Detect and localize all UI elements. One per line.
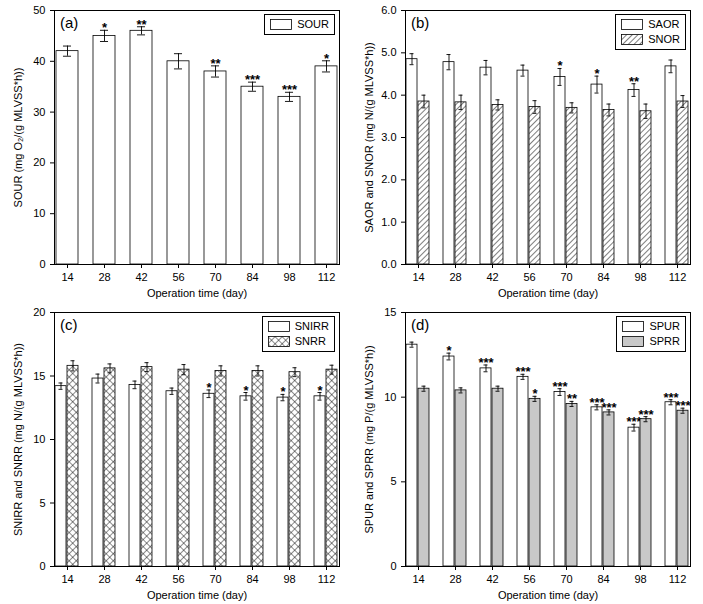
svg-text:42: 42 [486, 573, 498, 585]
svg-text:*: * [324, 51, 330, 66]
svg-text:***: *** [478, 355, 494, 370]
svg-text:**: ** [629, 74, 640, 89]
html-text:SPUR: SPUR [649, 320, 680, 332]
svg-text:***: *** [245, 72, 261, 87]
html-text:(b): (b) [411, 14, 430, 31]
svg-text:*: * [280, 384, 286, 399]
svg-text:98: 98 [283, 271, 295, 283]
svg-text:28: 28 [98, 271, 110, 283]
svg-text:84: 84 [597, 573, 609, 585]
svg-text:70: 70 [560, 573, 572, 585]
svg-text:SNIRR and SNRR (mg N/(g MLVSS*: SNIRR and SNRR (mg N/(g MLVSS*h)) [12, 343, 24, 536]
svg-text:112: 112 [669, 271, 687, 283]
svg-text:***: *** [675, 398, 691, 413]
svg-text:5: 5 [39, 497, 45, 509]
svg-text:*: * [243, 383, 249, 398]
svg-text:0: 0 [390, 560, 396, 572]
svg-text:14: 14 [412, 573, 424, 585]
svg-text:15: 15 [384, 306, 396, 318]
svg-text:1.0: 1.0 [381, 216, 396, 228]
svg-text:84: 84 [246, 573, 258, 585]
svg-text:14: 14 [61, 573, 73, 585]
svg-text:Operation time (day): Operation time (day) [147, 589, 247, 601]
svg-text:*: * [594, 66, 600, 81]
svg-text:50: 50 [33, 4, 45, 16]
svg-text:14: 14 [61, 271, 73, 283]
svg-text:112: 112 [318, 271, 336, 283]
svg-text:**: ** [210, 56, 221, 71]
svg-text:*: * [102, 20, 108, 35]
svg-text:30: 30 [33, 106, 45, 118]
svg-text:***: *** [282, 82, 298, 97]
svg-text:*: * [557, 58, 563, 73]
svg-text:56: 56 [172, 573, 184, 585]
svg-text:15: 15 [33, 370, 45, 382]
svg-text:10: 10 [33, 207, 45, 219]
svg-text:112: 112 [318, 573, 336, 585]
svg-text:3.0: 3.0 [381, 131, 396, 143]
svg-text:***: *** [601, 400, 617, 415]
svg-text:*: * [317, 383, 323, 398]
html-text:SNRR: SNRR [294, 335, 326, 347]
svg-text:Operation time (day): Operation time (day) [498, 287, 598, 299]
svg-text:SPUR and SPRR (mg P/(g MLVSS*h: SPUR and SPRR (mg P/(g MLVSS*h)) [363, 345, 375, 533]
svg-text:42: 42 [135, 271, 147, 283]
svg-text:40: 40 [33, 55, 45, 67]
svg-text:112: 112 [669, 573, 687, 585]
svg-text:84: 84 [246, 271, 258, 283]
svg-text:0: 0 [39, 258, 45, 270]
html-text:SNIRR: SNIRR [294, 320, 329, 332]
html-text:SOUR: SOUR [297, 18, 329, 30]
svg-text:98: 98 [283, 573, 295, 585]
svg-text:6.0: 6.0 [381, 4, 396, 16]
svg-text:42: 42 [486, 271, 498, 283]
svg-text:28: 28 [449, 271, 461, 283]
svg-text:***: *** [638, 407, 654, 422]
svg-text:28: 28 [98, 573, 110, 585]
svg-text:5: 5 [390, 475, 396, 487]
svg-text:2.0: 2.0 [381, 173, 396, 185]
svg-text:*: * [532, 386, 538, 401]
svg-text:56: 56 [523, 271, 535, 283]
svg-text:4.0: 4.0 [381, 89, 396, 101]
svg-text:Operation time (day): Operation time (day) [147, 287, 247, 299]
svg-text:**: ** [567, 391, 578, 406]
svg-text:70: 70 [209, 573, 221, 585]
svg-text:0: 0 [39, 560, 45, 572]
html-text:(d): (d) [411, 316, 430, 333]
svg-text:56: 56 [172, 271, 184, 283]
svg-text:98: 98 [634, 271, 646, 283]
svg-text:SAOR and SNOR (mg N/(g MLVSS*h: SAOR and SNOR (mg N/(g MLVSS*h)) [363, 42, 375, 233]
svg-text:14: 14 [412, 271, 424, 283]
svg-text:42: 42 [135, 573, 147, 585]
svg-text:SOUR (mg O₂/(g MLVSS*h)): SOUR (mg O₂/(g MLVSS*h)) [12, 68, 24, 208]
html-text:(a): (a) [60, 14, 79, 31]
svg-text:10: 10 [33, 433, 45, 445]
svg-text:*: * [206, 380, 212, 395]
svg-text:20: 20 [33, 306, 45, 318]
svg-text:70: 70 [560, 271, 572, 283]
html-text:SPRR: SPRR [649, 335, 680, 347]
svg-text:***: *** [515, 364, 531, 379]
html-text:SAOR: SAOR [648, 18, 680, 30]
svg-text:10: 10 [384, 391, 396, 403]
svg-text:70: 70 [209, 271, 221, 283]
html-text:SNOR: SNOR [648, 33, 680, 45]
svg-text:5.0: 5.0 [381, 46, 396, 58]
svg-text:28: 28 [449, 573, 461, 585]
html-text:(c): (c) [60, 316, 78, 333]
svg-text:98: 98 [634, 573, 646, 585]
svg-text:56: 56 [523, 573, 535, 585]
svg-text:Operation time (day): Operation time (day) [498, 589, 598, 601]
svg-text:**: ** [136, 17, 147, 32]
svg-text:20: 20 [33, 156, 45, 168]
svg-text:0.0: 0.0 [381, 258, 396, 270]
svg-text:*: * [446, 343, 452, 358]
svg-text:84: 84 [597, 271, 609, 283]
